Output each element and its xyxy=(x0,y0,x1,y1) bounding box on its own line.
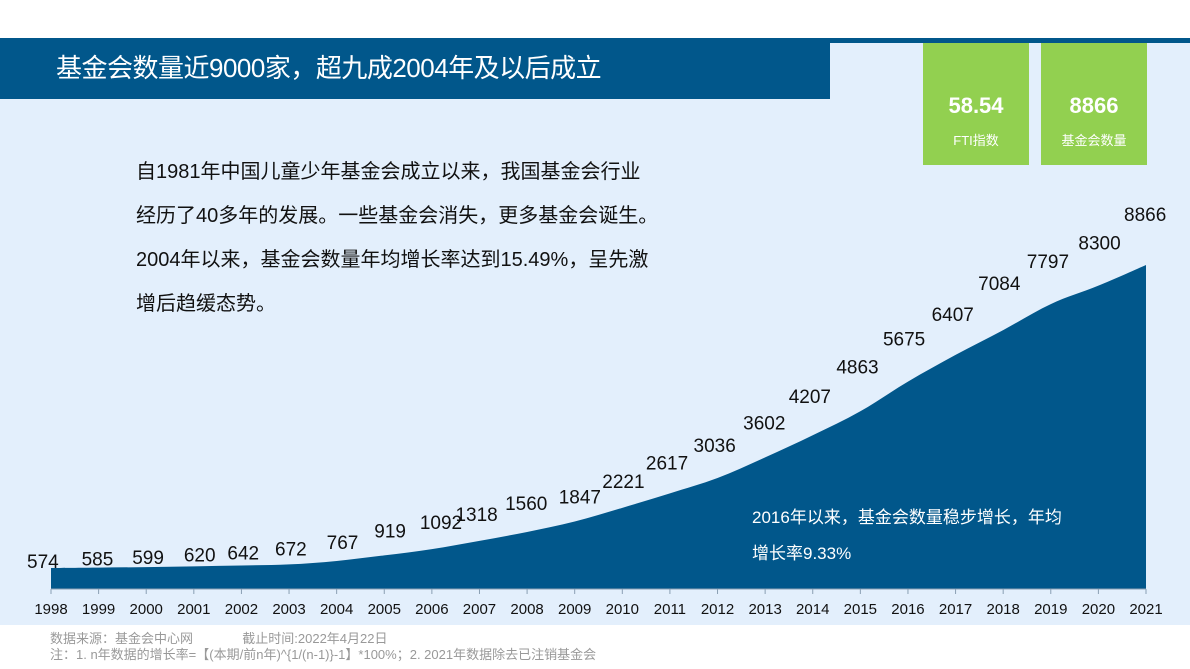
x-tick-label: 2009 xyxy=(558,601,591,618)
data-label: 599 xyxy=(132,548,164,569)
x-tick-label: 2003 xyxy=(272,601,305,618)
data-label: 3602 xyxy=(743,413,785,434)
data-label: 1318 xyxy=(455,505,497,526)
chart-annotation: 2016年以来，基金会数量稳步增长，年均 增长率9.33% xyxy=(752,500,1132,572)
data-label: 672 xyxy=(275,539,307,560)
data-label: 4863 xyxy=(836,357,878,378)
x-tick-label: 2006 xyxy=(415,601,448,618)
kpi-foundation-count: 8866 基金会数量 xyxy=(1041,43,1147,165)
description-line: 2004年以来，基金会数量年均增长率达到15.49%，呈先激 xyxy=(136,249,649,271)
data-label: 6407 xyxy=(932,305,974,326)
x-tick-label: 2008 xyxy=(510,601,543,618)
x-tick-label: 2010 xyxy=(606,601,639,618)
x-tick-label: 2005 xyxy=(368,601,401,618)
x-tick-label: 2011 xyxy=(654,601,686,618)
data-label: 767 xyxy=(327,533,359,554)
data-label: 585 xyxy=(82,550,114,571)
data-label: 1847 xyxy=(559,487,601,508)
x-tick-label: 2017 xyxy=(939,601,972,618)
data-label: 1092 xyxy=(420,513,462,534)
area-series xyxy=(51,265,1146,589)
x-tick-label: 1999 xyxy=(82,601,115,618)
x-tick-label: 2004 xyxy=(320,601,353,618)
x-tick-label: 2016 xyxy=(891,601,924,618)
x-tick-label: 2012 xyxy=(701,601,734,618)
cutoff-date: 截止时间:2022年4月22日 xyxy=(242,631,388,646)
data-label: 8866 xyxy=(1124,205,1166,226)
data-label: 3036 xyxy=(694,436,736,457)
annotation-line: 增长率9.33% xyxy=(752,544,852,563)
data-label: 2617 xyxy=(646,453,688,474)
kpi-label: 基金会数量 xyxy=(1061,133,1127,148)
x-tick-label: 2002 xyxy=(225,601,258,618)
data-label: 642 xyxy=(227,544,259,565)
kpi-value: 58.54 xyxy=(948,93,1004,118)
description-text: 自1981年中国儿童少年基金会成立以来，我国基金会行业 经历了40多年的发展。一… xyxy=(136,150,756,326)
data-label: 620 xyxy=(184,545,216,566)
x-tick-label: 2020 xyxy=(1082,601,1115,618)
data-label: 2221 xyxy=(602,472,644,493)
source-text: 数据来源：基金会中心网 xyxy=(50,631,194,646)
x-tick-label: 2021 xyxy=(1129,601,1162,618)
data-label: 919 xyxy=(374,521,406,542)
description-line: 经历了40多年的发展。一些基金会消失，更多基金会诞生。 xyxy=(136,205,659,227)
x-tick-label: 2014 xyxy=(796,601,829,618)
annotation-line: 2016年以来，基金会数量稳步增长，年均 xyxy=(752,508,1062,527)
x-tick-label: 2001 xyxy=(177,601,210,618)
x-tick-label: 2013 xyxy=(748,601,781,618)
data-label: 8300 xyxy=(1078,234,1120,255)
x-tick-label: 2018 xyxy=(986,601,1019,618)
data-label: 4207 xyxy=(789,387,831,408)
x-tick-label: 2019 xyxy=(1034,601,1067,618)
x-tick-label: 2007 xyxy=(463,601,496,618)
data-label: 574 xyxy=(27,552,59,573)
data-label: 5675 xyxy=(883,330,925,351)
x-tick-label: 2000 xyxy=(130,601,163,618)
description-line: 增后趋缓态势。 xyxy=(136,293,276,315)
description-line: 自1981年中国儿童少年基金会成立以来，我国基金会行业 xyxy=(136,161,641,183)
x-tick-label: 2015 xyxy=(844,601,877,618)
kpi-fti-index: 58.54 FTI指数 xyxy=(923,43,1029,165)
data-label: 7797 xyxy=(1027,252,1069,273)
kpi-label: FTI指数 xyxy=(953,133,999,148)
footnote: 注：1. n年数据的增长率=【(本期/前n年)^{1/(n-1)}-1】*100… xyxy=(50,647,597,662)
data-label: 7084 xyxy=(978,274,1021,295)
page-title: 基金会数量近9000家，超九成2004年及以后成立 xyxy=(0,38,830,99)
kpi-value: 8866 xyxy=(1069,93,1119,118)
data-label: 1560 xyxy=(505,494,547,515)
data-source: 数据来源：基金会中心网 截止时间:2022年4月22日 xyxy=(50,631,388,647)
x-tick-label: 1998 xyxy=(34,601,67,618)
